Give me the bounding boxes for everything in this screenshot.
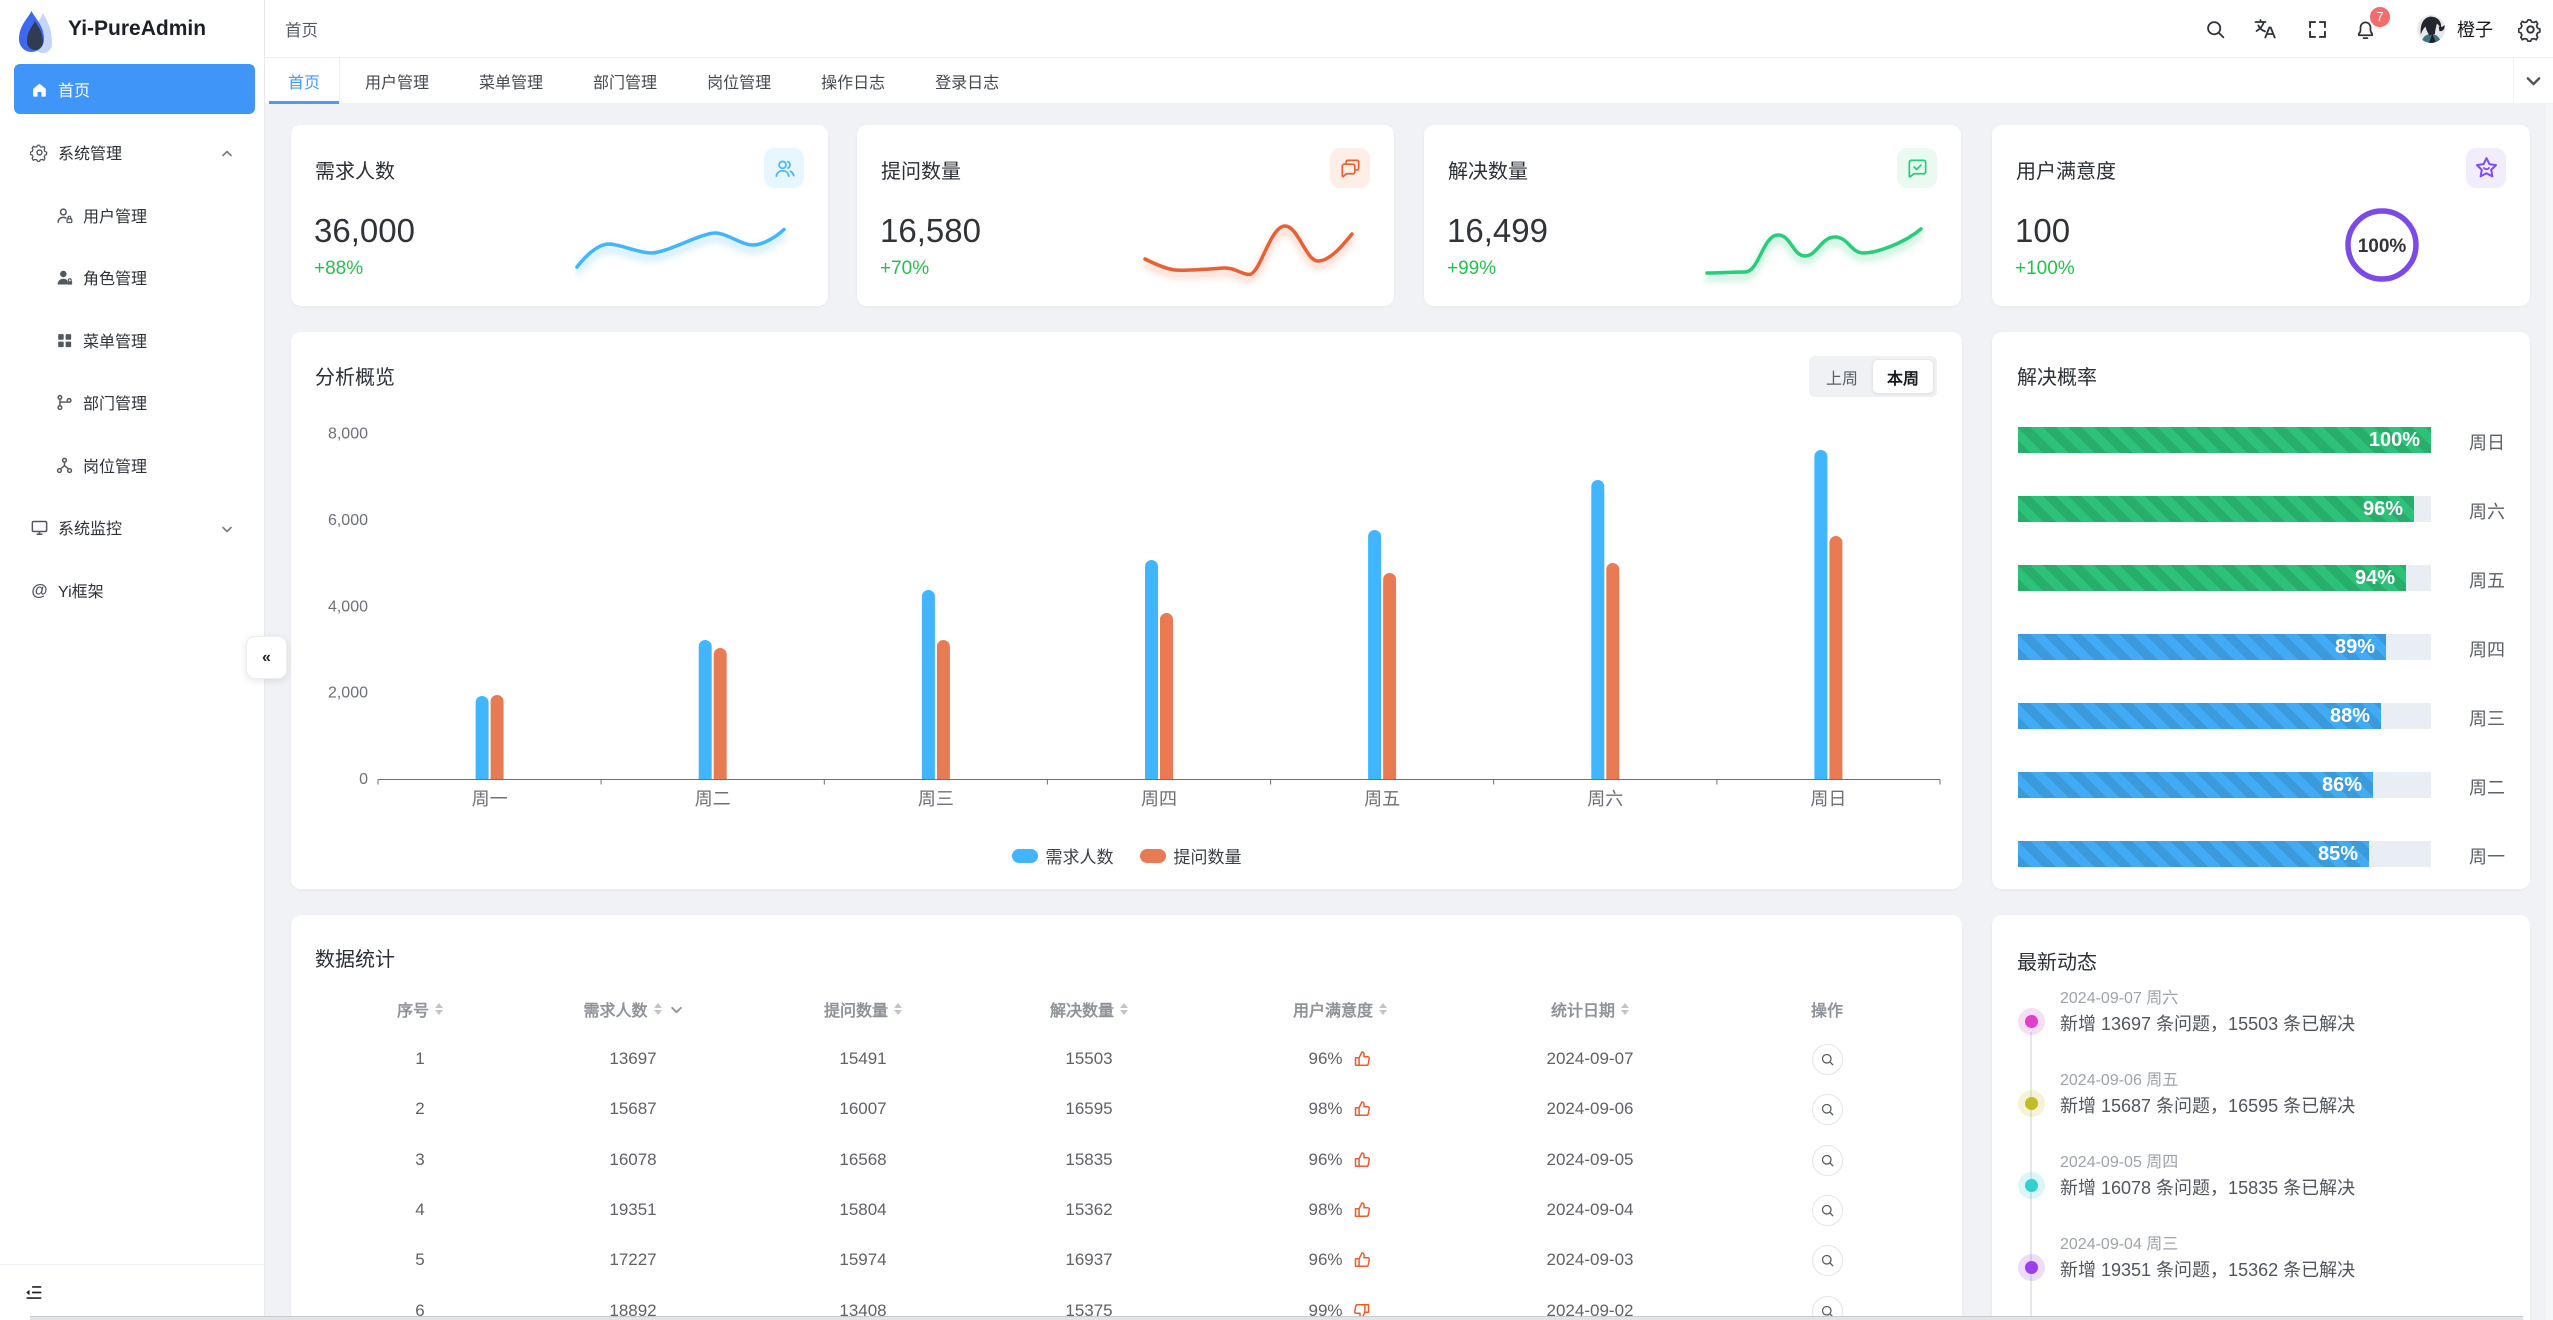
svg-text:0: 0 [359, 771, 368, 788]
svg-text:周二: 周二 [695, 789, 731, 809]
svg-text:周三: 周三 [918, 789, 954, 809]
svg-text:2,000: 2,000 [328, 685, 368, 702]
svg-text:8,000: 8,000 [328, 426, 368, 443]
svg-text:@: @ [31, 581, 47, 600]
svg-text:周四: 周四 [1141, 789, 1177, 809]
svg-text:周五: 周五 [1364, 789, 1400, 809]
svg-text:4,000: 4,000 [328, 598, 368, 615]
svg-text:100%: 100% [2358, 236, 2407, 257]
svg-text:周一: 周一 [472, 789, 508, 809]
svg-text:6,000: 6,000 [328, 512, 368, 529]
svg-text:周六: 周六 [1587, 789, 1623, 809]
svg-text:周日: 周日 [1810, 789, 1846, 809]
